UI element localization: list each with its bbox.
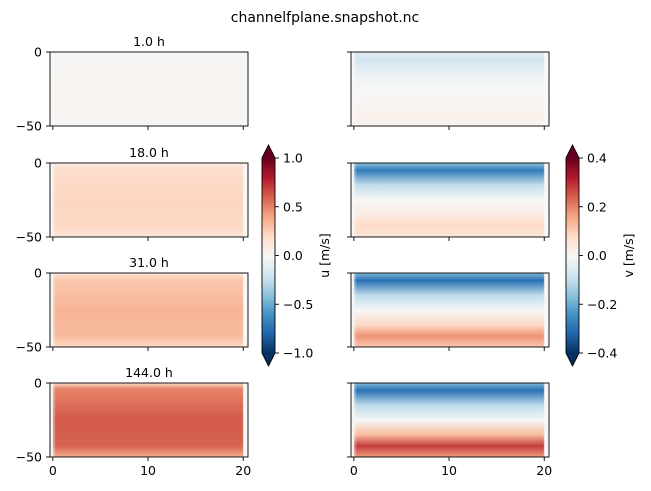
u-field-2 <box>52 163 244 237</box>
colorbar-label: v [m/s] <box>621 233 636 277</box>
panel-time-label: 18.0 h <box>129 145 169 160</box>
colorbar-extend-max <box>566 145 579 158</box>
colorbar-tick-label: −0.5 <box>283 297 313 312</box>
u-field-4 <box>52 383 244 457</box>
panel-time-label: 1.0 h <box>133 34 165 49</box>
u-panel-2: 18.0 h 0 −50 <box>16 145 249 245</box>
y-tick-label: −50 <box>16 230 42 245</box>
v-field-2 <box>353 163 545 237</box>
panel-time-label: 144.0 h <box>125 365 173 380</box>
x-tick-label: 10 <box>140 463 156 478</box>
colorbar-tick-label: 0.0 <box>587 248 607 263</box>
panel-time-label: 31.0 h <box>129 255 169 270</box>
u-panel-1: 1.0 h 0 −50 <box>16 34 249 134</box>
v-field-3 <box>353 273 545 347</box>
u-field-3 <box>52 273 244 347</box>
y-tick-label: 0 <box>34 45 42 60</box>
u-panel-4: 144.0 h 0 −50 0 10 20 <box>16 365 252 478</box>
y-tick-label: 0 <box>34 266 42 281</box>
v-panel-1 <box>347 51 550 130</box>
v-panel-3 <box>347 272 550 351</box>
colorbar-tick-label: 0.2 <box>587 199 607 214</box>
colorbar-tick-label: 0.4 <box>587 151 607 166</box>
x-tick-label: 0 <box>350 463 358 478</box>
x-tick-label: 20 <box>235 463 251 478</box>
colorbar-tick-label: −1.0 <box>283 346 313 361</box>
colorbar-tick-label: 0.0 <box>283 248 303 263</box>
x-tick-label: 10 <box>441 463 457 478</box>
colorbar-extend-min <box>262 353 275 366</box>
v-field-4 <box>353 383 545 457</box>
colorbar-extend-min <box>566 353 579 366</box>
colorbar-tick-label: 1.0 <box>283 151 303 166</box>
colorbar-tick-label: 0.5 <box>283 199 303 214</box>
u-field-1 <box>52 52 244 126</box>
y-tick-label: −50 <box>16 340 42 355</box>
u-panel-3: 31.0 h 0 −50 <box>16 255 249 355</box>
y-tick-label: −50 <box>16 450 42 465</box>
colorbar-u: 1.0 0.5 0.0 −0.5 −1.0 u [m/s] <box>261 143 332 368</box>
y-tick-label: 0 <box>34 156 42 171</box>
v-panel-4: 0 10 20 <box>347 382 552 478</box>
y-tick-label: 0 <box>34 376 42 391</box>
colorbar-extend-max <box>262 145 275 158</box>
y-tick-label: −50 <box>16 119 42 134</box>
x-tick-label: 0 <box>49 463 57 478</box>
colorbar-tick-label: −0.4 <box>587 346 617 361</box>
figure-title: channelfplane.snapshot.nc <box>231 10 420 26</box>
colorbar-v: 0.4 0.2 0.0 −0.2 −0.4 v [m/s] <box>565 143 636 368</box>
v-field-1 <box>353 52 545 126</box>
colorbar-tick-label: −0.2 <box>587 297 617 312</box>
v-panel-2 <box>347 162 550 241</box>
colorbar-label: u [m/s] <box>317 233 332 278</box>
x-tick-label: 20 <box>536 463 552 478</box>
